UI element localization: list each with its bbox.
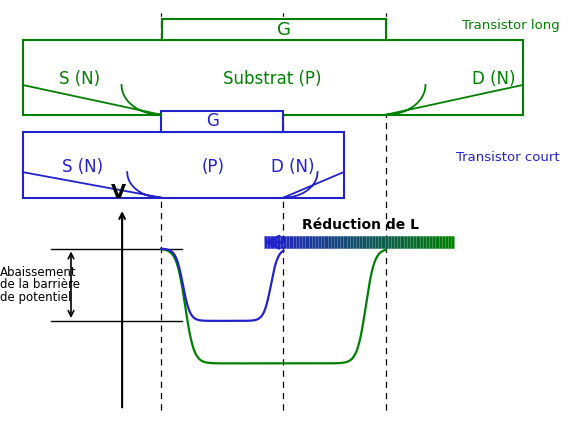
Text: Substrat (P): Substrat (P)	[223, 70, 322, 88]
Text: S (N): S (N)	[59, 70, 100, 88]
Text: V: V	[111, 183, 126, 202]
Text: (P): (P)	[202, 158, 224, 176]
Text: Abaissement: Abaissement	[0, 266, 77, 278]
Text: Transistor long: Transistor long	[462, 19, 559, 32]
Text: D (N): D (N)	[271, 158, 314, 176]
Text: de la barrière: de la barrière	[0, 278, 80, 291]
Bar	[161, 111, 283, 132]
Text: de potentiel: de potentiel	[0, 291, 72, 304]
Bar	[23, 132, 344, 198]
Text: G: G	[207, 112, 219, 130]
Text: S (N): S (N)	[62, 158, 103, 176]
Text: Réduction de L: Réduction de L	[302, 218, 419, 232]
Text: D (N): D (N)	[473, 70, 516, 88]
Text: G: G	[277, 21, 291, 39]
Text: Transistor court: Transistor court	[456, 151, 559, 164]
Bar	[23, 40, 523, 115]
Bar	[162, 19, 386, 40]
